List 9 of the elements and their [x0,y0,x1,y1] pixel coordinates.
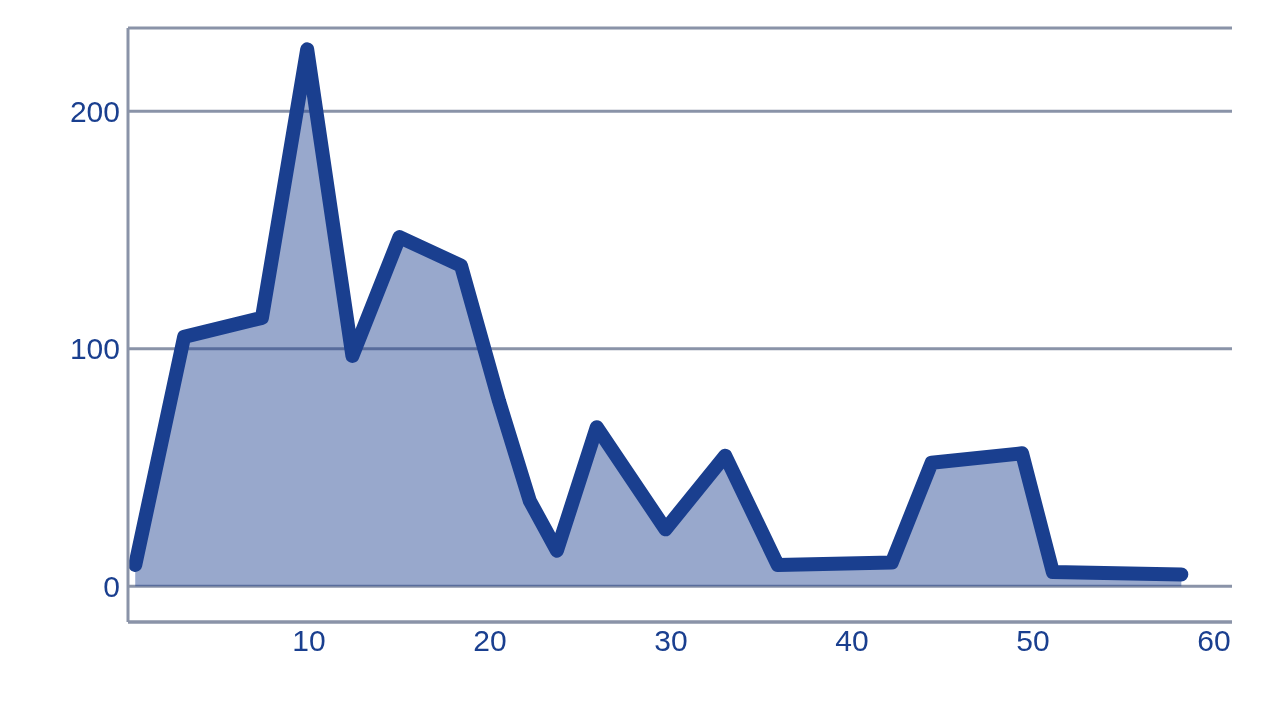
x-tick-label: 10 [292,624,326,658]
y-tick-label: 200 [69,94,120,128]
x-tick-label: 20 [473,624,507,658]
x-tick-label: 40 [835,624,869,658]
y-tick-label: 0 [103,570,120,604]
x-tick-label: 30 [654,624,688,658]
y-tick-label: 100 [69,332,120,366]
x-tick-label: 60 [1197,624,1231,658]
x-tick-label: 50 [1016,624,1050,658]
